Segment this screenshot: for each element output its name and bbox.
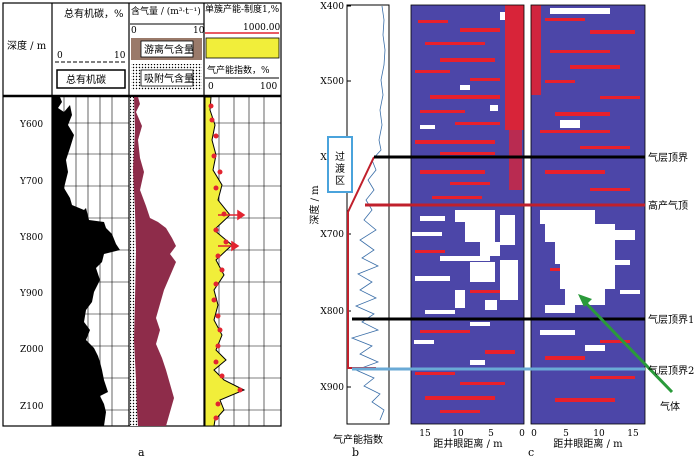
xlabel-c-right: 距井眼距离 / m	[553, 437, 623, 450]
depth-tick-a: Y600	[19, 120, 43, 130]
depth-tick-a: Y700	[19, 177, 43, 187]
prod-index-curve	[204, 96, 246, 427]
prod-header-max: 1000.00	[243, 23, 280, 33]
depth-tick-b: X800	[320, 307, 344, 317]
depth-tick-b: X900	[320, 383, 344, 393]
annotation-gas-top-1: 气层顶界1	[648, 313, 694, 326]
xlabel-c-left: 距井眼距离 / m	[433, 437, 503, 450]
adsorbed-gas-label: 吸附气含量	[144, 72, 194, 85]
gas-arrow	[581, 298, 674, 394]
prod-header: 单簇产能-制度1,%	[205, 3, 280, 15]
gas-arrow-head	[578, 294, 592, 307]
depth-header: 深度 / m	[7, 39, 47, 52]
axis-label-b: 深度 / m	[308, 185, 321, 225]
toc-scale-max: 10	[114, 51, 126, 61]
prod-markers	[208, 103, 243, 421]
annotation-gas: 气体	[660, 400, 680, 413]
toc-legend: 总有机碳	[66, 73, 106, 86]
depth-tick-a: Y900	[19, 289, 43, 299]
x-ticks-c: 15 10 5 0 0 5 10 15	[419, 429, 639, 439]
depth-tick-a: Z100	[20, 402, 44, 412]
xlabel-b: 气产能指数	[333, 433, 383, 446]
x-tick-left: 10	[452, 429, 464, 439]
toc-header: 总有机碳，%	[64, 7, 124, 20]
annotation-gas-top: 气层顶界	[648, 151, 688, 164]
panel-b: 深度 / m X400 X500 X600 X700 X800 X900 过 渡…	[308, 2, 390, 459]
radar-right	[531, 5, 645, 424]
transition-label-1: 过	[335, 150, 345, 163]
x-tick-left: 15	[419, 429, 431, 439]
x-tick-right: 0	[531, 429, 537, 439]
prod-index-min: 0	[208, 82, 214, 92]
gas-scale-max: 10	[193, 26, 205, 36]
caption-a: a	[138, 446, 145, 459]
depth-tick-b: X500	[320, 77, 344, 87]
transition-box	[327, 136, 353, 193]
gas-header: 含气量 / (m³·t⁻¹)	[131, 5, 201, 17]
annotation-gas-top-2: 气层顶界2	[648, 364, 694, 377]
prod-index-header: 气产能指数，%	[207, 64, 270, 76]
adsorbed-gas-curve	[130, 97, 138, 426]
x-tick-left: 0	[519, 429, 525, 439]
depth-ticks-b: X400 X500 X600 X700 X800 X900	[320, 2, 351, 393]
free-gas-curve	[130, 97, 176, 426]
transition-label-2: 渡	[335, 162, 345, 175]
log-curve	[350, 5, 386, 421]
panel-c: 气层顶界 高产气顶 气层顶界1 气层顶界2 气体 15 10 5 0 0 5 1…	[352, 4, 694, 459]
prod-grid	[218, 96, 265, 426]
caption-b: b	[352, 446, 359, 459]
panel-a: 深度 / m 总有机碳，% 0 10 总有机碳 含气量 / (m³·t⁻¹) 0…	[2, 2, 282, 459]
x-tick-right: 10	[593, 429, 605, 439]
gas-scale-min: 0	[131, 26, 137, 36]
caption-c: c	[528, 446, 534, 459]
annotation-high-yield: 高产气顶	[648, 199, 688, 212]
x-tick-left: 5	[488, 429, 494, 439]
depth-tick-b: X400	[320, 2, 344, 12]
transition-label-3: 区	[335, 175, 345, 187]
toc-scale-min: 0	[57, 51, 63, 61]
depth-tick-b: X700	[320, 230, 344, 240]
x-tick-right: 15	[627, 429, 639, 439]
x-tick-right: 5	[563, 429, 569, 439]
free-gas-label: 游离气含量	[144, 43, 194, 56]
prod-index-max: 100	[260, 82, 277, 92]
prod-arrows	[218, 209, 246, 252]
toc-curve	[52, 97, 120, 426]
depth-tick-a: Z000	[20, 345, 44, 355]
depth-tick-a: Y800	[19, 233, 43, 243]
radar-left	[411, 5, 524, 424]
